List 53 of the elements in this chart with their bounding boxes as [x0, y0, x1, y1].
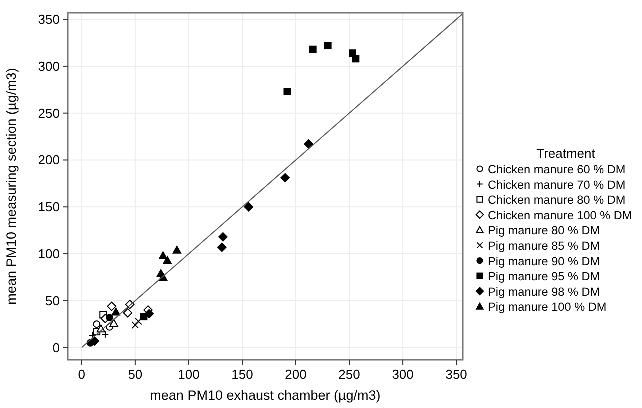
y-tick-label: 0: [52, 340, 60, 356]
x-tick-label: 300: [392, 367, 414, 382]
legend-title: Treatment: [536, 146, 596, 161]
legend-label: Chicken manure 100 % DM: [488, 208, 632, 222]
point: [134, 318, 142, 326]
y-tick-label: 50: [46, 293, 60, 308]
point: [244, 202, 254, 212]
x-tick-label: 250: [338, 367, 360, 382]
point: [144, 309, 154, 319]
point: [352, 55, 360, 63]
point: [172, 246, 182, 254]
point: [217, 242, 227, 252]
legend-label: Chicken manure 80 % DM: [488, 193, 626, 208]
legend-label: Pig manure 98 % DM: [488, 284, 600, 299]
legend-label: Chicken manure 70 % DM: [488, 178, 626, 192]
x-tick-label: 100: [178, 367, 200, 382]
y-tick-label: 200: [38, 152, 60, 168]
legend-label: Pig manure 90 % DM: [488, 254, 600, 268]
point: [280, 173, 290, 183]
x-tick-label: 200: [285, 367, 307, 382]
point: [132, 322, 140, 329]
point: [93, 320, 101, 328]
point: [284, 88, 292, 96]
point: [163, 256, 172, 264]
point: [349, 50, 356, 58]
x-axis-title: mean PM10 exhaust chamber (µg/m3): [150, 388, 381, 403]
point: [218, 232, 228, 242]
point: [88, 332, 96, 340]
point: [102, 330, 110, 338]
point: [304, 140, 314, 149]
y-tick-label: 250: [38, 106, 60, 121]
y-tick-label: 150: [38, 200, 60, 215]
x-tick-label: 350: [446, 367, 468, 382]
point: [110, 319, 118, 327]
y-tick-label: 350: [38, 12, 60, 28]
y-axis-title: mean PM10 measuring section (µg/m3): [4, 68, 19, 305]
point: [107, 302, 117, 312]
legend-label: Pig manure 95 % DM: [488, 270, 600, 284]
point: [309, 46, 317, 54]
point: [106, 314, 114, 322]
point: [158, 252, 168, 260]
x-tick-label: 0: [78, 367, 86, 382]
x-tick-label: 150: [232, 367, 254, 382]
y-tick-label: 100: [38, 246, 60, 262]
point: [112, 308, 121, 316]
point: [324, 42, 332, 50]
x-tick-label: 50: [128, 367, 143, 382]
legend-label: Pig manure 100 % DM: [488, 300, 607, 314]
y-tick-label: 300: [38, 58, 60, 74]
legend-label: Pig manure 85 % DM: [488, 239, 600, 253]
legend-label: Chicken manure 60 % DM: [488, 162, 626, 176]
legend-label: Pig manure 80 % DM: [488, 224, 600, 238]
point: [123, 308, 133, 318]
